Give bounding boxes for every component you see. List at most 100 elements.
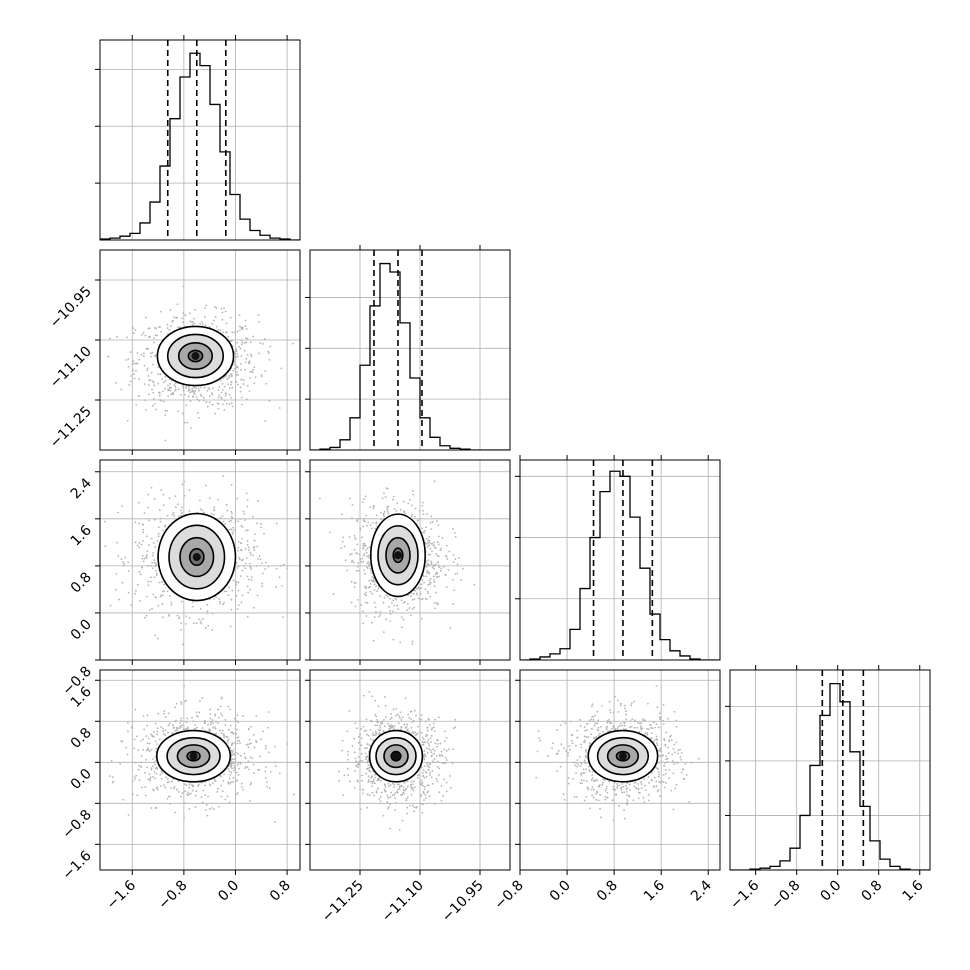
scatter-point bbox=[396, 713, 399, 716]
scatter-point bbox=[217, 388, 220, 391]
scatter-point bbox=[225, 331, 227, 334]
scatter-point bbox=[367, 521, 370, 524]
scatter-point bbox=[571, 739, 573, 742]
scatter-point bbox=[164, 525, 167, 528]
scatter-point bbox=[394, 797, 397, 800]
scatter-point bbox=[183, 700, 186, 703]
scatter-point bbox=[382, 730, 385, 733]
scatter-point bbox=[220, 732, 223, 734]
scatter-point bbox=[144, 785, 147, 788]
scatter-point bbox=[187, 791, 190, 794]
scatter-point bbox=[196, 726, 198, 729]
scatter-point bbox=[366, 524, 369, 527]
scatter-point bbox=[179, 725, 182, 728]
scatter-point bbox=[361, 759, 364, 762]
scatter-point bbox=[221, 515, 224, 518]
scatter-point bbox=[242, 715, 244, 718]
scatter-point bbox=[133, 738, 136, 741]
scatter-point bbox=[641, 727, 644, 730]
histogram-bars bbox=[520, 470, 720, 660]
scatter-point bbox=[164, 729, 167, 732]
scatter-point bbox=[127, 358, 130, 360]
scatter-point bbox=[204, 809, 207, 812]
scatter-point bbox=[185, 727, 188, 730]
scatter-point bbox=[433, 578, 436, 581]
scatter-point bbox=[600, 816, 602, 819]
scatter-point bbox=[252, 763, 255, 766]
scatter-point bbox=[423, 765, 426, 768]
scatter-point bbox=[392, 599, 395, 602]
scatter-point bbox=[137, 749, 140, 752]
scatter-point bbox=[140, 543, 143, 546]
scatter-point bbox=[355, 765, 358, 767]
scatter-point bbox=[174, 388, 177, 391]
scatter-point bbox=[175, 316, 177, 319]
scatter-point bbox=[185, 721, 188, 724]
scatter-point bbox=[191, 789, 194, 792]
scatter-point bbox=[650, 732, 653, 735]
scatter-point bbox=[405, 797, 408, 800]
scatter-point bbox=[436, 520, 438, 523]
scatter-point bbox=[222, 331, 224, 334]
scatter-point bbox=[174, 506, 177, 509]
scatter-point bbox=[160, 726, 163, 728]
scatter-point bbox=[423, 531, 426, 534]
scatter-point bbox=[620, 702, 622, 705]
scatter-point bbox=[394, 809, 397, 811]
scatter-point bbox=[148, 609, 151, 611]
scatter-point bbox=[191, 783, 193, 786]
scatter-point bbox=[445, 781, 448, 784]
scatter-point bbox=[220, 784, 222, 787]
scatter-point bbox=[180, 719, 182, 722]
scatter-point bbox=[230, 396, 232, 399]
scatter-point bbox=[434, 547, 436, 549]
scatter-point bbox=[292, 342, 294, 345]
scatter-point bbox=[223, 590, 226, 593]
scatter-point bbox=[234, 747, 237, 750]
scatter-point bbox=[388, 725, 391, 727]
scatter-point bbox=[167, 795, 170, 798]
scatter-point bbox=[235, 380, 238, 383]
scatter-point bbox=[416, 519, 419, 522]
scatter-point bbox=[235, 583, 237, 586]
scatter-point bbox=[142, 715, 145, 717]
scatter-point bbox=[224, 718, 227, 721]
scatter-point bbox=[429, 553, 432, 556]
panel-frame bbox=[309, 459, 511, 661]
scatter-point bbox=[560, 743, 563, 746]
contour-line bbox=[166, 333, 225, 379]
scatter-point bbox=[258, 352, 260, 355]
scatter-point bbox=[429, 749, 432, 752]
scatter-point bbox=[237, 520, 239, 523]
scatter-point bbox=[370, 527, 373, 530]
scatter-point bbox=[119, 762, 122, 765]
scatter-point bbox=[237, 740, 239, 743]
contour-line bbox=[156, 325, 235, 387]
panel-frame bbox=[309, 249, 511, 451]
scatter-point bbox=[160, 770, 163, 772]
scatter-point bbox=[437, 535, 440, 538]
scatter-point bbox=[356, 552, 359, 555]
scatter-point bbox=[371, 695, 373, 698]
scatter-panel-4-3: −0.8 0.0 0.8 1.6 2.4 bbox=[491, 669, 721, 913]
scatter-point bbox=[252, 515, 254, 518]
scatter-point bbox=[376, 724, 379, 727]
scatter-point bbox=[201, 727, 204, 730]
scatter-point bbox=[400, 726, 403, 729]
contour-line bbox=[157, 512, 237, 602]
scatter-point bbox=[153, 770, 156, 773]
scatter-point bbox=[217, 722, 219, 724]
scatter-point bbox=[232, 733, 235, 736]
scatter-point bbox=[230, 749, 233, 752]
scatter-point bbox=[234, 361, 236, 363]
scatter-point bbox=[225, 590, 228, 593]
scatter-point bbox=[616, 728, 619, 730]
scatter-point bbox=[177, 791, 180, 793]
scatter-point bbox=[232, 526, 235, 529]
scatter-point bbox=[374, 730, 377, 733]
scatter-point bbox=[162, 529, 165, 532]
scatter-point bbox=[162, 504, 165, 507]
scatter-point bbox=[196, 411, 199, 414]
scatter-point bbox=[144, 316, 147, 319]
scatter-point bbox=[247, 591, 250, 594]
